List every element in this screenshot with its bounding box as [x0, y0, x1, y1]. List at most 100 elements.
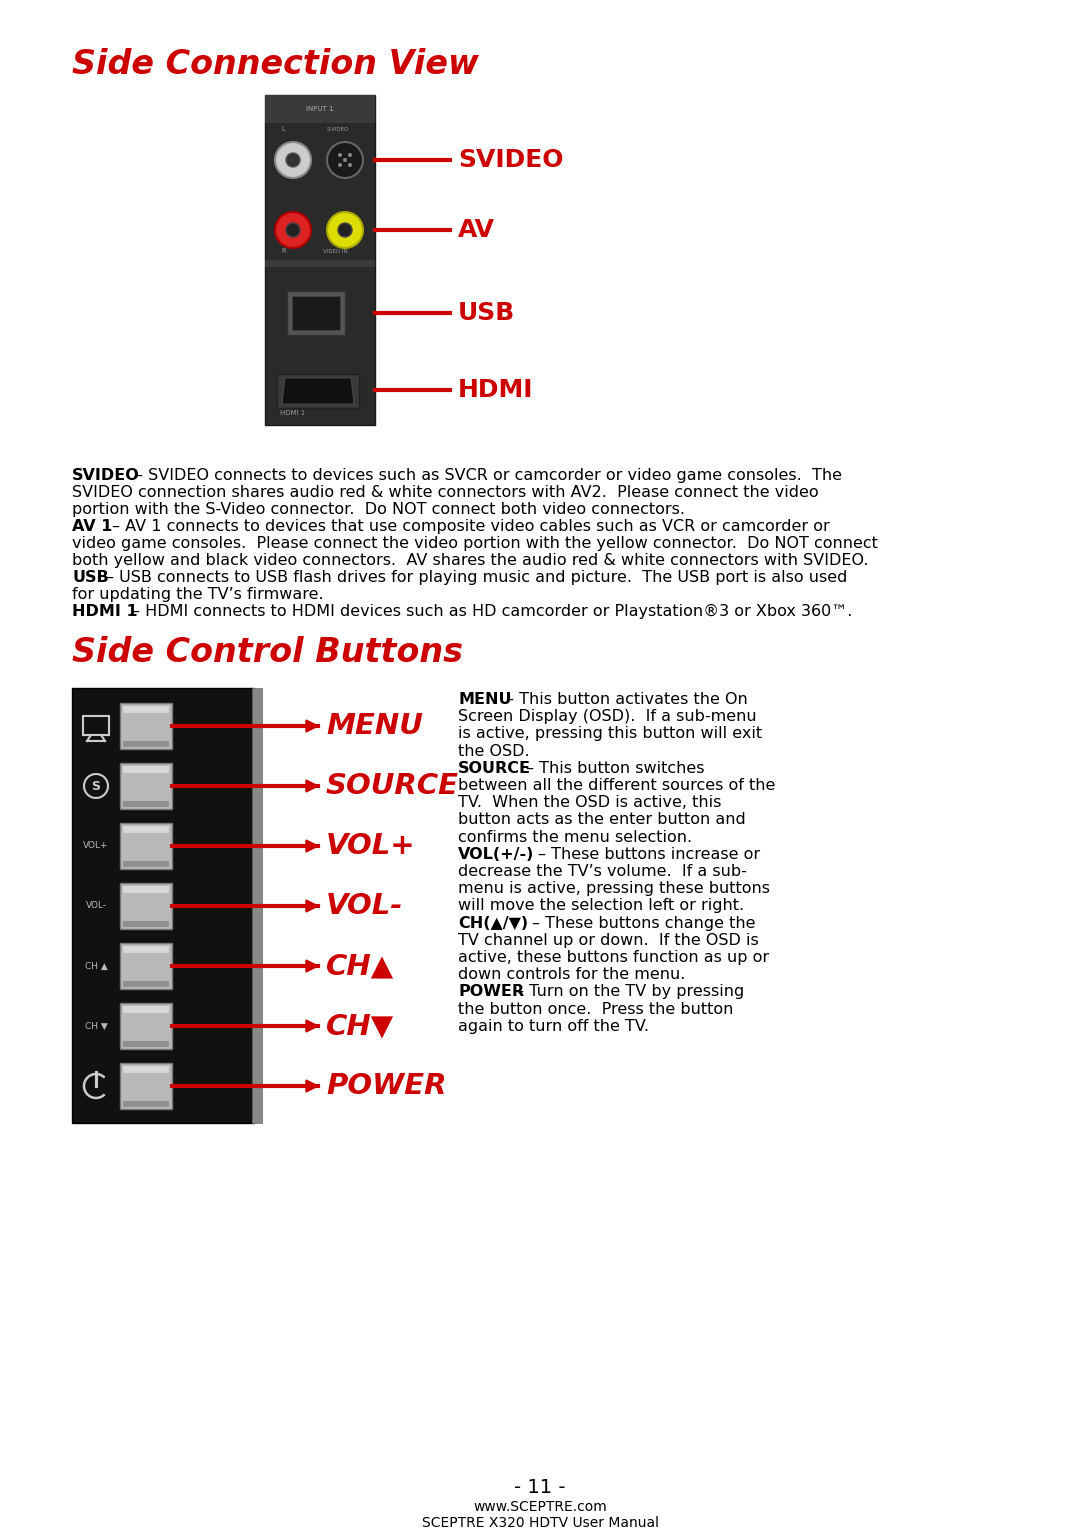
Text: INPUT 1: INPUT 1 — [307, 106, 334, 112]
Bar — [123, 1065, 168, 1073]
Text: VOL(+/-): VOL(+/-) — [458, 846, 535, 862]
Text: Screen Display (OSD).  If a sub-menu: Screen Display (OSD). If a sub-menu — [458, 710, 757, 724]
Text: will move the selection left or right.: will move the selection left or right. — [458, 898, 744, 914]
Text: – This button activates the On: – This button activates the On — [507, 691, 747, 707]
Bar — [120, 763, 172, 809]
Text: MENU: MENU — [326, 711, 423, 740]
Text: SCEPTRE X320 HDTV User Manual: SCEPTRE X320 HDTV User Manual — [421, 1516, 659, 1530]
Text: HDMI 1: HDMI 1 — [280, 409, 306, 415]
Text: www.SCEPTRE.com: www.SCEPTRE.com — [473, 1499, 607, 1515]
Bar — [83, 716, 109, 734]
Bar — [123, 981, 168, 987]
Bar — [252, 688, 262, 1124]
Text: POWER: POWER — [458, 984, 524, 1000]
Circle shape — [338, 162, 342, 167]
Bar — [123, 802, 168, 806]
Text: the OSD.: the OSD. — [458, 744, 529, 759]
Text: CH ▼: CH ▼ — [84, 1021, 107, 1030]
Bar — [292, 296, 340, 330]
Text: portion with the S-Video connector.  Do NOT connect both video connectors.: portion with the S-Video connector. Do N… — [72, 501, 685, 517]
Text: the button once.  Press the button: the button once. Press the button — [458, 1001, 733, 1016]
Polygon shape — [306, 960, 318, 972]
Text: – HDMI connects to HDMI devices such as HD camcorder or Playstation®3 or Xbox 36: – HDMI connects to HDMI devices such as … — [132, 604, 852, 619]
Bar — [120, 823, 172, 869]
Text: TV channel up or down.  If the OSD is: TV channel up or down. If the OSD is — [458, 932, 759, 947]
Bar — [123, 740, 168, 747]
Text: both yellow and black video connectors.  AV shares the audio red & white connect: both yellow and black video connectors. … — [72, 553, 868, 569]
Bar — [123, 921, 168, 927]
Bar — [72, 688, 254, 1124]
Text: AV: AV — [458, 218, 495, 242]
Text: S: S — [92, 779, 100, 793]
Text: VOL+: VOL+ — [326, 832, 416, 860]
Bar — [265, 261, 375, 267]
Text: SOURCE: SOURCE — [458, 760, 531, 776]
Bar — [120, 883, 172, 929]
Text: MENU: MENU — [458, 691, 512, 707]
Circle shape — [275, 143, 311, 178]
Text: Side Control Buttons: Side Control Buttons — [72, 636, 463, 668]
Bar — [265, 95, 375, 425]
Text: VOL-: VOL- — [326, 892, 403, 920]
Text: USB: USB — [458, 300, 515, 325]
Text: CH ▲: CH ▲ — [84, 961, 107, 970]
Text: SVIDEO connection shares audio red & white connectors with AV2.  Please connect : SVIDEO connection shares audio red & whi… — [72, 484, 819, 500]
Bar — [120, 943, 172, 989]
Polygon shape — [306, 780, 318, 793]
Text: for updating the TV’s firmware.: for updating the TV’s firmware. — [72, 587, 324, 602]
Circle shape — [338, 153, 342, 156]
Text: SOURCE: SOURCE — [326, 773, 459, 800]
Text: VOL+: VOL+ — [83, 842, 109, 851]
Circle shape — [338, 222, 352, 238]
Text: AV 1: AV 1 — [72, 520, 112, 533]
Bar — [120, 1062, 172, 1108]
Text: – AV 1 connects to devices that use composite video cables such as VCR or camcor: – AV 1 connects to devices that use comp… — [112, 520, 829, 533]
Bar — [123, 1006, 168, 1013]
Bar — [123, 1041, 168, 1047]
Text: VOL-: VOL- — [85, 901, 107, 911]
Text: R: R — [281, 248, 286, 254]
Circle shape — [327, 143, 363, 178]
Bar — [123, 862, 168, 868]
Text: between all the different sources of the: between all the different sources of the — [458, 779, 775, 793]
Text: TV.  When the OSD is active, this: TV. When the OSD is active, this — [458, 796, 721, 811]
Text: video game consoles.  Please connect the video portion with the yellow connector: video game consoles. Please connect the … — [72, 537, 878, 550]
Circle shape — [327, 212, 363, 248]
Bar — [276, 374, 359, 408]
Text: active, these buttons function as up or: active, these buttons function as up or — [458, 950, 769, 964]
Circle shape — [286, 222, 300, 238]
Text: USB: USB — [72, 570, 109, 586]
Text: down controls for the menu.: down controls for the menu. — [458, 967, 686, 983]
Bar — [287, 291, 345, 336]
Text: – This button switches: – This button switches — [526, 760, 704, 776]
Text: menu is active, pressing these buttons: menu is active, pressing these buttons — [458, 881, 770, 897]
Polygon shape — [306, 1081, 318, 1091]
Bar — [123, 826, 168, 832]
Text: CH▼: CH▼ — [326, 1012, 394, 1039]
Circle shape — [348, 162, 352, 167]
Text: – USB connects to USB flash drives for playing music and picture.  The USB port : – USB connects to USB flash drives for p… — [106, 570, 848, 586]
Text: S-VIDEO: S-VIDEO — [327, 127, 349, 132]
Bar — [123, 886, 168, 894]
Text: decrease the TV’s volume.  If a sub-: decrease the TV’s volume. If a sub- — [458, 865, 747, 878]
Polygon shape — [306, 1019, 318, 1032]
Text: button acts as the enter button and: button acts as the enter button and — [458, 812, 746, 828]
Polygon shape — [306, 721, 318, 731]
Text: - 11 -: - 11 - — [514, 1478, 566, 1498]
Polygon shape — [282, 379, 354, 405]
Text: SVIDEO: SVIDEO — [458, 149, 564, 172]
Text: – These buttons change the: – These buttons change the — [532, 915, 756, 931]
Bar — [123, 766, 168, 773]
Bar — [120, 1003, 172, 1049]
Circle shape — [343, 158, 347, 162]
Text: CH(▲/▼): CH(▲/▼) — [458, 915, 528, 931]
Circle shape — [286, 153, 300, 167]
Text: HDMI 1: HDMI 1 — [72, 604, 137, 619]
Text: is active, pressing this button will exit: is active, pressing this button will exi… — [458, 727, 762, 742]
Text: – Turn on the TV by pressing: – Turn on the TV by pressing — [516, 984, 744, 1000]
Polygon shape — [306, 840, 318, 852]
Bar — [265, 95, 375, 123]
Text: CH▲: CH▲ — [326, 952, 394, 980]
Circle shape — [275, 212, 311, 248]
Text: L: L — [281, 126, 285, 132]
